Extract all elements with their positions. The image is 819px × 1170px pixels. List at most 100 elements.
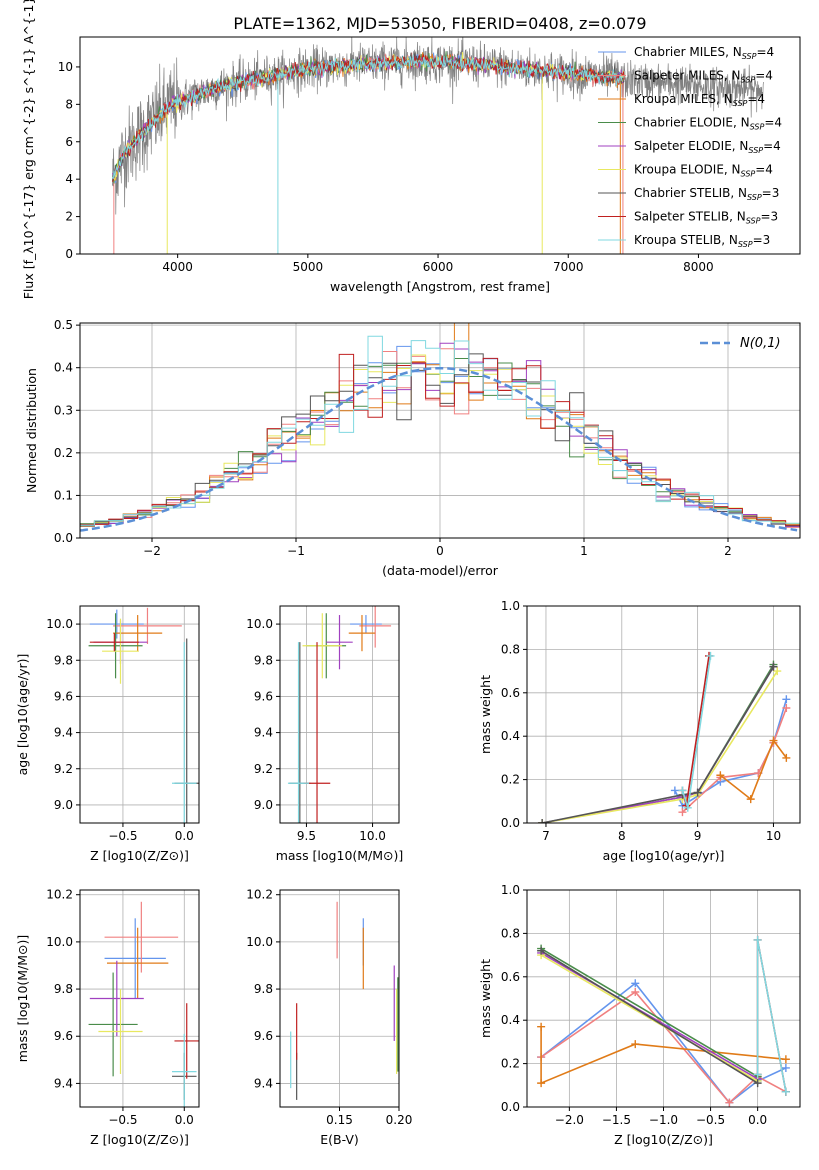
weight-marker bbox=[769, 736, 778, 745]
x-axis-label: E(B-V) bbox=[320, 1132, 359, 1147]
y-tick-label: 0.1 bbox=[54, 488, 73, 502]
y-tick-label: 10.2 bbox=[246, 888, 273, 902]
y-tick-label: 1.0 bbox=[501, 599, 520, 613]
weight-line bbox=[540, 954, 759, 1082]
y-tick-label: 10.2 bbox=[46, 888, 73, 902]
weight-marker bbox=[678, 808, 687, 817]
x-tick-label: 0.15 bbox=[326, 1113, 353, 1127]
x-tick-label: 0.20 bbox=[386, 1113, 413, 1127]
y-tick-label: 0.0 bbox=[501, 816, 520, 830]
y-tick-label: 10 bbox=[58, 60, 73, 74]
axes-frame bbox=[526, 605, 801, 824]
model-spectrum-line bbox=[112, 54, 625, 180]
weight-marker bbox=[781, 1055, 790, 1064]
x-axis-label: Z [log10(Z/Z⊙)] bbox=[90, 1132, 189, 1147]
axes-frame bbox=[79, 889, 200, 1108]
y-tick-label: 0.6 bbox=[501, 970, 520, 984]
x-tick-label: 5000 bbox=[293, 260, 324, 274]
x-tick-label: −1.0 bbox=[649, 1113, 678, 1127]
y-axis-label: mass [log10(M/M⊙)] bbox=[15, 935, 30, 1063]
x-tick-label: 1 bbox=[580, 544, 588, 558]
y-tick-label: 10.0 bbox=[246, 935, 273, 949]
axes-frame bbox=[79, 605, 200, 824]
y-tick-label: 6 bbox=[65, 135, 73, 149]
legend-entry: Chabrier MILES, NSSP=4 bbox=[634, 45, 774, 61]
y-tick-label: 9.0 bbox=[54, 798, 73, 812]
axes-weight-vs-Z: −2.0 −1.5 −1.0 −0.5 0.0 0.0 0.2 0.4 0.6 0.8 1.0 Z [… bbox=[478, 883, 801, 1147]
x-tick-label: 0.0 bbox=[748, 1113, 767, 1127]
weight-marker bbox=[781, 1087, 790, 1096]
x-tick-label: 7 bbox=[542, 829, 550, 843]
weight-line bbox=[542, 666, 775, 823]
plot-area-residuals bbox=[80, 323, 800, 532]
plot-area-spectrum bbox=[112, 37, 764, 254]
y-axis-label: Flux [f_λ10^{-17} erg cm^{-2} s^{-1} A^{… bbox=[21, 0, 36, 299]
x-axis-label: Z [log10(Z/Z⊙)] bbox=[90, 848, 189, 863]
x-tick-label: 8 bbox=[618, 829, 626, 843]
plot-area-age-vs-mass bbox=[287, 606, 392, 823]
spectrum-legend: Chabrier MILES, NSSP=4 Salpeter MILES, NS… bbox=[598, 45, 782, 249]
weight-line bbox=[542, 670, 778, 823]
weight-marker bbox=[753, 1070, 762, 1079]
y-tick-label: 0.4 bbox=[54, 361, 73, 375]
legend-entry: N(0,1) bbox=[740, 336, 781, 351]
y-tick-label: 0.8 bbox=[501, 642, 520, 656]
weight-marker bbox=[693, 788, 702, 797]
x-axis-label: mass [log10(M/M⊙)] bbox=[276, 848, 404, 863]
weight-marker bbox=[725, 1098, 734, 1107]
y-tick-label: 9.4 bbox=[54, 726, 73, 740]
x-tick-label: −2.0 bbox=[555, 1113, 584, 1127]
legend-entry: Salpeter STELIB, NSSP=3 bbox=[634, 210, 778, 226]
plot-area-weight-vs-age bbox=[538, 651, 791, 823]
y-tick-label: 0.0 bbox=[501, 1100, 520, 1114]
axes-age-vs-Z: −0.5 0.0 9.0 9.2 9.4 9.6 9.8 10.0 Z [log10(Z/Z⊙)… bbox=[15, 605, 200, 863]
weight-marker bbox=[716, 771, 725, 780]
y-tick-label: 1.0 bbox=[501, 883, 520, 897]
y-tick-label: 0.8 bbox=[501, 926, 520, 940]
weight-marker bbox=[537, 1022, 546, 1031]
weight-line bbox=[756, 939, 787, 1092]
y-tick-label: 10.0 bbox=[46, 935, 73, 949]
y-tick-label: 9.4 bbox=[254, 726, 273, 740]
y-tick-label: 9.0 bbox=[254, 798, 273, 812]
x-axis-label: Z [log10(Z/Z⊙)] bbox=[614, 1132, 713, 1147]
axes-frame bbox=[279, 605, 400, 824]
y-tick-label: 10.0 bbox=[246, 617, 273, 631]
weight-marker bbox=[781, 1063, 790, 1072]
y-axis-label: mass weight bbox=[478, 959, 493, 1038]
y-tick-label: 0.0 bbox=[54, 531, 73, 545]
y-axis-label: mass weight bbox=[478, 675, 493, 754]
x-tick-label: 8000 bbox=[683, 260, 714, 274]
weight-marker bbox=[538, 819, 547, 823]
legend-entry: Chabrier ELODIE, NSSP=4 bbox=[634, 116, 782, 132]
axes-mass-vs-EBV: 0.15 0.20 9.4 9.6 9.8 10.0 10.2 E(B-V) bbox=[246, 888, 412, 1147]
weight-marker bbox=[670, 786, 679, 795]
y-tick-label: 0 bbox=[65, 247, 73, 261]
y-tick-label: 9.6 bbox=[254, 1029, 273, 1043]
y-tick-label: 0.2 bbox=[501, 1057, 520, 1071]
axes-weight-vs-age: 7 8 9 10 0.0 0.2 0.4 0.6 0.8 1.0 age [log10(age/yr… bbox=[478, 599, 801, 863]
x-tick-label: 9 bbox=[694, 829, 702, 843]
weight-line bbox=[540, 947, 759, 1078]
x-tick-label: −0.5 bbox=[108, 829, 137, 843]
y-tick-label: 0.3 bbox=[54, 403, 73, 417]
model-spectrum-line bbox=[112, 53, 625, 183]
y-tick-label: 9.8 bbox=[54, 653, 73, 667]
x-tick-label: −1 bbox=[287, 544, 305, 558]
x-tick-label: 2 bbox=[724, 544, 732, 558]
legend-entry: Kroupa ELODIE, NSSP=4 bbox=[634, 163, 773, 179]
legend-entry: Kroupa STELIB, NSSP=3 bbox=[634, 233, 770, 249]
x-tick-label: −0.5 bbox=[696, 1113, 725, 1127]
y-tick-label: 9.6 bbox=[254, 689, 273, 703]
weight-marker bbox=[769, 662, 778, 671]
y-tick-label: 8 bbox=[65, 97, 73, 111]
y-tick-label: 4 bbox=[65, 172, 73, 186]
y-tick-label: 0.6 bbox=[501, 686, 520, 700]
plot-area-mass-vs-EBV bbox=[290, 901, 399, 1100]
weight-marker bbox=[537, 946, 546, 955]
weight-line bbox=[719, 738, 788, 801]
axes-residuals: −2 −1 0 1 2 0.0 0.1 0.2 0.3 0.4 0.5 (data-model)/er… bbox=[24, 318, 801, 578]
y-tick-label: 9.8 bbox=[54, 982, 73, 996]
y-tick-label: 9.6 bbox=[54, 689, 73, 703]
